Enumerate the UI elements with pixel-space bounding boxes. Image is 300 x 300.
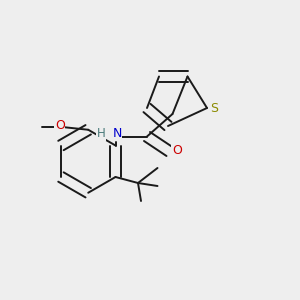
Text: S: S xyxy=(211,101,218,115)
Text: N: N xyxy=(112,127,122,140)
Text: H: H xyxy=(97,127,106,140)
Text: O: O xyxy=(172,143,182,157)
Text: O: O xyxy=(55,119,65,132)
